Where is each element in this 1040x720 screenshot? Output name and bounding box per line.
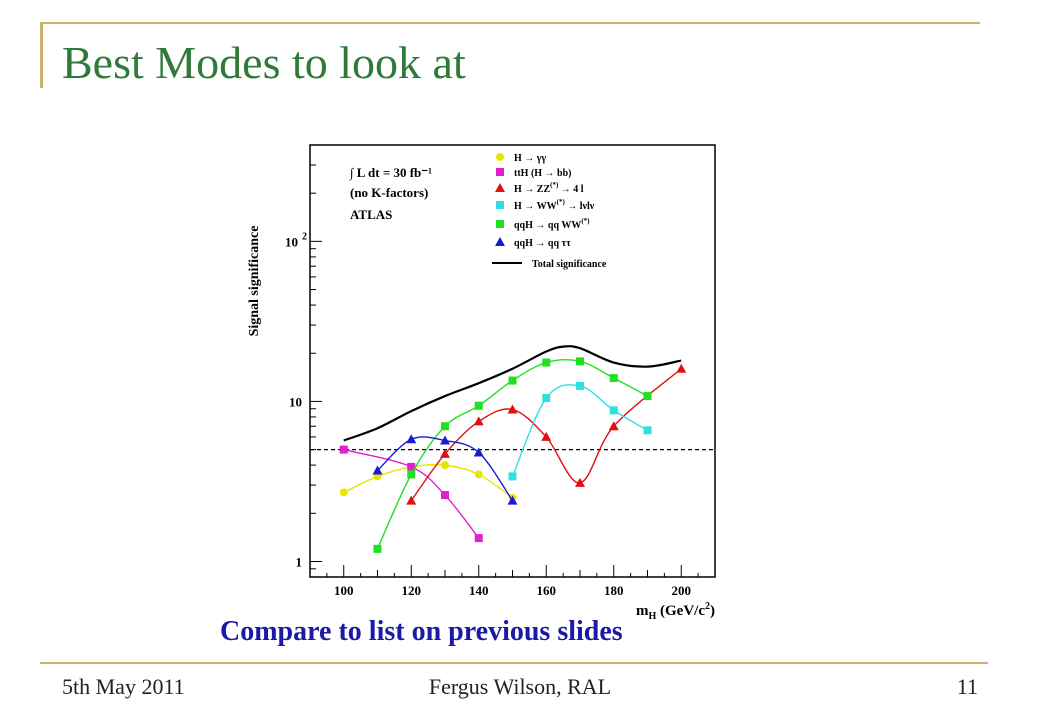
series-point-1 (407, 462, 416, 471)
slide-caption: Compare to list on previous slides (220, 616, 623, 647)
footer-date: 5th May 2011 (62, 674, 185, 699)
series-point-4 (441, 422, 449, 431)
legend-marker-5 (495, 237, 505, 246)
series-point-0 (339, 488, 348, 497)
series-point-2 (473, 416, 484, 426)
series-point-4 (542, 358, 551, 367)
legend-label-2: H → ZZ(*) → 4 l (514, 181, 584, 195)
x-tick-label: 200 (672, 583, 692, 598)
series-point-2 (676, 363, 687, 373)
x-tick-label: 160 (537, 583, 557, 598)
series-point-4 (407, 470, 416, 479)
x-tick-label: 140 (469, 583, 489, 598)
series-point-2 (608, 421, 619, 431)
series-point-4 (576, 357, 584, 366)
series-point-4 (508, 376, 517, 385)
annotation-luminosity: ∫ L dt = 30 fb⁻¹ (349, 165, 432, 181)
series-point-1 (474, 534, 483, 543)
bottom-rule (40, 662, 988, 664)
x-tick-label: 180 (604, 583, 624, 598)
series-point-3 (609, 406, 618, 415)
top-rule (40, 22, 980, 24)
series-point-2 (406, 495, 417, 505)
series-point-0 (474, 470, 483, 479)
y-axis-label: Signal significance (247, 226, 262, 337)
legend-marker-1 (496, 168, 504, 176)
series-point-5 (440, 435, 450, 445)
legend-label-1: ttH (H → bb) (514, 168, 572, 179)
y-tick-label: 10 (285, 234, 298, 249)
left-rule (40, 22, 43, 88)
y-tick-label-exponent: 2 (302, 231, 307, 242)
series-point-1 (441, 491, 449, 500)
y-tick-label: 10 (289, 394, 302, 409)
series-point-0 (441, 461, 449, 470)
series-point-1 (339, 445, 348, 454)
legend-label-6: Total significance (532, 259, 607, 270)
series-point-5 (507, 495, 518, 505)
footer-page-number: 11 (956, 674, 978, 699)
series-point-4 (474, 401, 483, 410)
series-point-4 (643, 392, 652, 401)
footer-author: Fergus Wilson, RAL (428, 674, 612, 699)
series-point-5 (473, 447, 484, 457)
y-tick-label: 1 (296, 554, 303, 569)
legend-label-3: H → WW(*) → lνlν (514, 198, 595, 212)
series-point-3 (542, 394, 551, 403)
legend-marker-3 (496, 201, 504, 209)
series-point-5 (372, 465, 383, 475)
x-axis-label: mH (GeV/c2) (636, 601, 715, 620)
series-line-1 (343, 448, 480, 539)
annotation-atlas: ATLAS (350, 207, 392, 222)
x-tick-label: 120 (402, 583, 422, 598)
plot-frame (309, 144, 716, 578)
series-point-3 (576, 381, 584, 390)
series-point-5 (406, 434, 417, 444)
series-point-3 (508, 472, 517, 481)
series-point-4 (609, 374, 618, 383)
series-point-2 (541, 431, 552, 441)
series-line-6 (343, 345, 682, 442)
legend-marker-0 (496, 153, 504, 161)
series-point-4 (373, 544, 382, 553)
series-point-2 (575, 477, 585, 487)
series-point-2 (507, 404, 518, 414)
series-point-3 (643, 426, 652, 435)
legend-label-0: H → γγ (514, 153, 546, 164)
legend-marker-4 (496, 220, 504, 228)
x-tick-label: 100 (334, 583, 354, 598)
significance-chart: 100 120 140 160 180 200 1 10 10 2 Signal significa… (247, 144, 716, 620)
legend-marker-2 (495, 183, 505, 192)
annotation-no-kfactors: (no K-factors) (350, 185, 428, 200)
series-point-2 (440, 448, 450, 458)
legend-label-5: qqH → qq ττ (514, 238, 571, 249)
legend-label-4: qqH → qq WW(*) (514, 217, 590, 231)
slide-title: Best Modes to look at (62, 37, 466, 88)
